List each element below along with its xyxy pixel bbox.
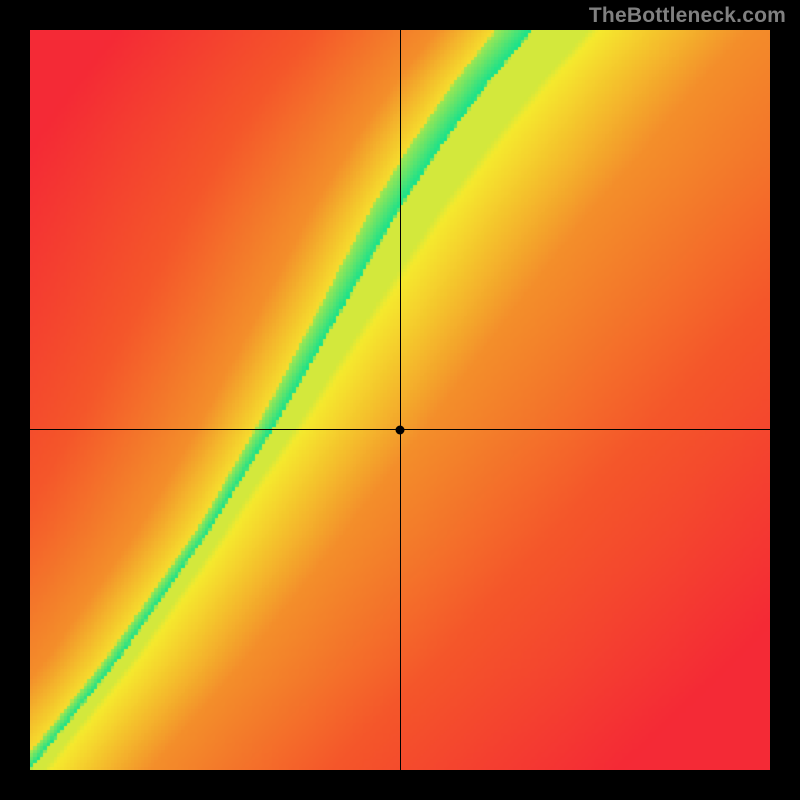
attribution-text: TheBottleneck.com — [589, 4, 786, 28]
crosshair-vertical — [400, 30, 401, 770]
heatmap-plot — [30, 30, 770, 770]
crosshair-marker — [396, 425, 405, 434]
